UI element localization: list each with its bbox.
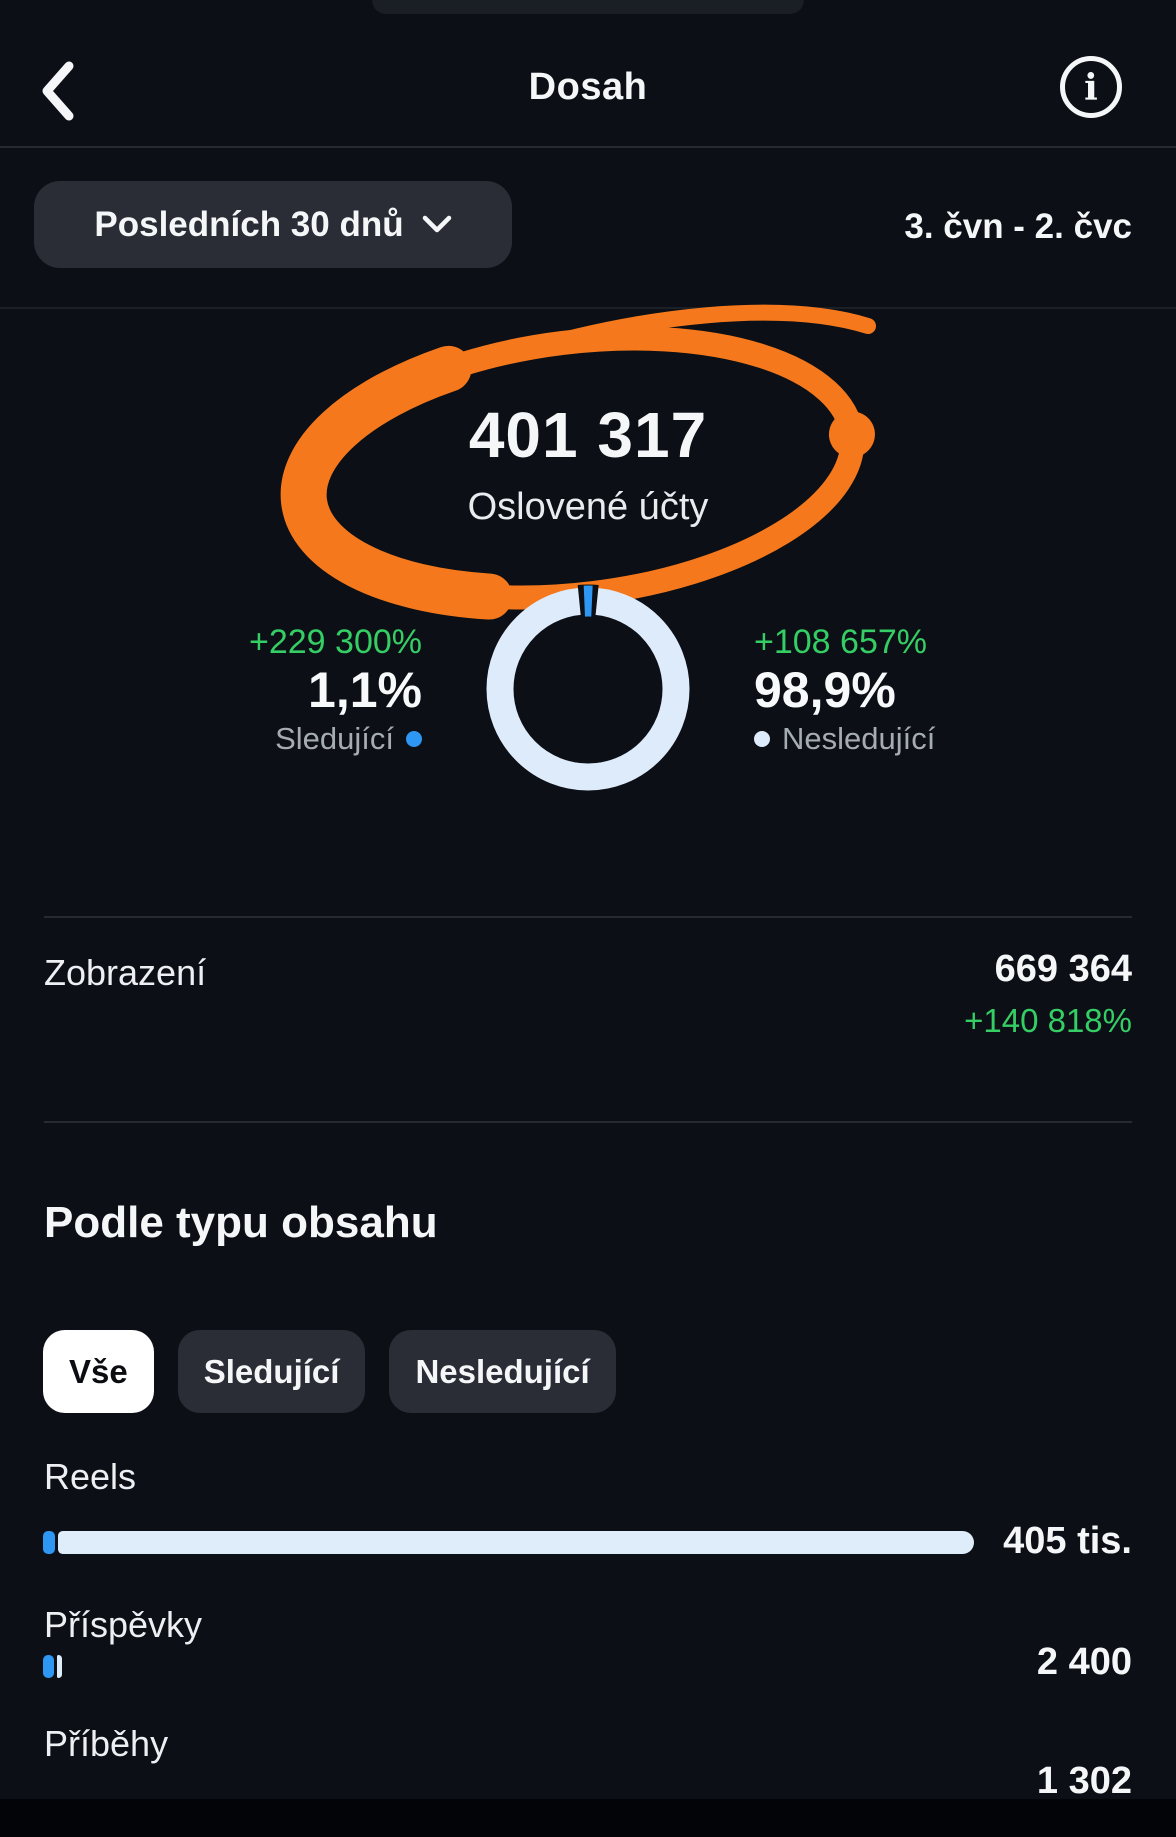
bar-prispevky-nonfollowers-segment	[57, 1655, 62, 1678]
header-divider	[0, 146, 1176, 148]
row-value-pribehy: 1 302	[1036, 1760, 1132, 1802]
bar-prispevky-followers-segment	[43, 1655, 54, 1678]
followers-label: Sledující	[82, 716, 422, 762]
followers-legend-dot	[406, 731, 422, 747]
section-divider	[44, 916, 1132, 918]
tab-sledujici-label: Sledující	[203, 1352, 340, 1390]
back-button[interactable]	[30, 55, 86, 127]
tab-vse-label: Vše	[69, 1352, 128, 1390]
date-range: 3. čvn - 2. čvc	[904, 207, 1132, 246]
impressions-value: 669 364	[994, 948, 1132, 990]
row-label-pribehy: Příběhy	[44, 1723, 169, 1764]
period-dropdown[interactable]: Posledních 30 dnů	[34, 181, 512, 268]
content-filter-tabs: Vše Sledující Nesledující	[43, 1330, 616, 1413]
bar-prispevky	[43, 1655, 62, 1678]
row-label-prispevky: Příspěvky	[44, 1604, 203, 1645]
reach-donut-chart	[483, 584, 693, 794]
content-section-title: Podle typu obsahu	[44, 1198, 438, 1247]
reach-label: Oslovené účty	[467, 486, 709, 528]
period-dropdown-label: Posledních 30 dnů	[94, 204, 404, 244]
nonfollowers-percent: 98,9%	[754, 662, 896, 718]
bar-reels	[43, 1531, 974, 1554]
info-button[interactable]: i	[1060, 56, 1122, 118]
tab-sledujici[interactable]: Sledující	[177, 1330, 366, 1413]
followers-delta: +229 300%	[249, 623, 422, 661]
info-icon: i	[1084, 67, 1098, 109]
tab-vse[interactable]: Vše	[43, 1330, 154, 1413]
bottom-edge	[0, 1799, 1176, 1837]
tab-nesledujici[interactable]: Nesledující	[389, 1330, 616, 1413]
sheet-top-hint	[372, 0, 804, 14]
followers-percent: 1,1%	[308, 662, 422, 718]
impressions-label: Zobrazení	[44, 952, 207, 993]
bar-reels-followers-segment	[43, 1531, 55, 1554]
nonfollowers-label: Nesledující	[754, 716, 1094, 762]
nonfollowers-stat-block: +108 657% 98,9% Nesledující	[754, 620, 1094, 762]
nonfollowers-delta: +108 657%	[754, 623, 927, 661]
reach-value: 401 317	[468, 399, 708, 471]
followers-label-text: Sledující	[275, 721, 394, 756]
chevron-left-icon	[42, 61, 74, 121]
section-divider-2	[44, 1121, 1132, 1123]
nonfollowers-label-text: Nesledující	[782, 721, 936, 756]
page-title: Dosah	[528, 66, 648, 108]
row-label-reels: Reels	[44, 1456, 137, 1497]
nonfollowers-legend-dot	[754, 731, 770, 747]
tab-nesledujici-label: Nesledující	[415, 1352, 590, 1390]
chevron-down-icon	[422, 215, 451, 233]
bar-reels-nonfollowers-segment	[58, 1531, 974, 1554]
row-value-reels: 405 tis.	[1003, 1520, 1132, 1562]
impressions-delta: +140 818%	[964, 1002, 1132, 1039]
followers-stat-block: +229 300% 1,1% Sledující	[82, 620, 422, 762]
row-value-prispevky: 2 400	[1036, 1641, 1132, 1683]
filter-divider	[0, 307, 1176, 309]
